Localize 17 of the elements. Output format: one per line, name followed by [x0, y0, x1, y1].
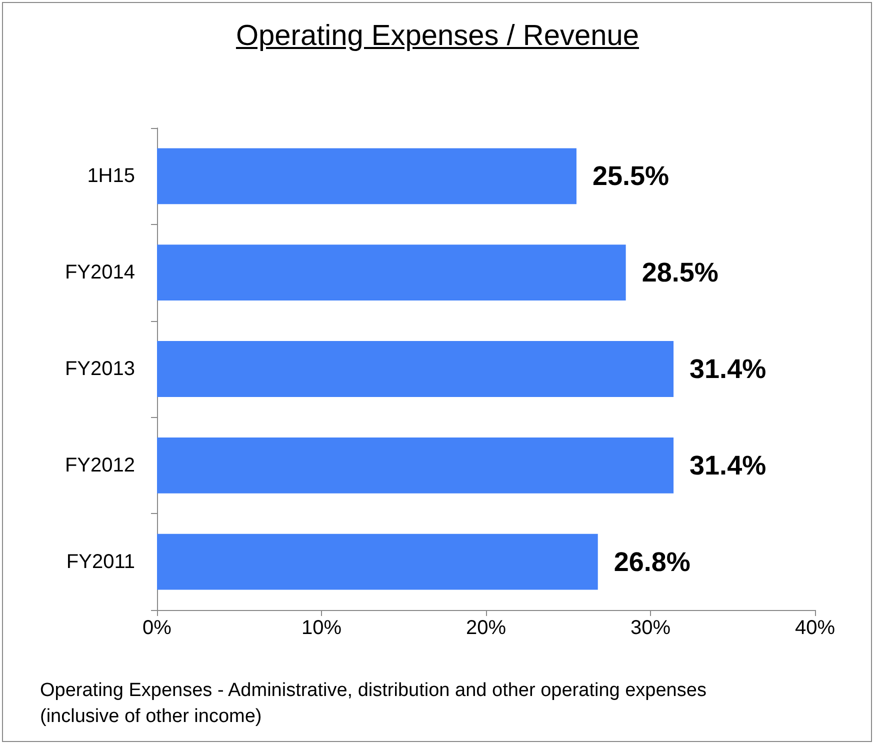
text: Operating Expenses - Administrative, distribution and other operating expenses (inclusive of other income) — [40, 679, 708, 729]
x-tick-label: 10% — [301, 617, 342, 639]
data-label: 25.5% — [592, 161, 670, 192]
data-label: 26.8% — [614, 546, 690, 577]
y-tick-label: FY2013 — [64, 358, 135, 380]
x-tick-label: 0% — [142, 617, 172, 639]
x-tick-label: 30% — [630, 617, 671, 639]
y-tick-label: FY2012 — [64, 454, 135, 476]
chart-title: Operating Expenses / Revenue — [234, 20, 640, 53]
data-label: 28.5% — [642, 258, 718, 288]
data-label: 31.4% — [690, 354, 766, 384]
data-label: 31.4% — [690, 450, 766, 480]
x-tick-label: 40% — [794, 617, 836, 639]
y-tick-label: FY2014 — [64, 262, 135, 284]
y-tick-label: 1H15 — [87, 165, 135, 188]
x-tick-label: 20% — [466, 617, 506, 639]
y-tick-label: FY2011 — [66, 550, 135, 573]
